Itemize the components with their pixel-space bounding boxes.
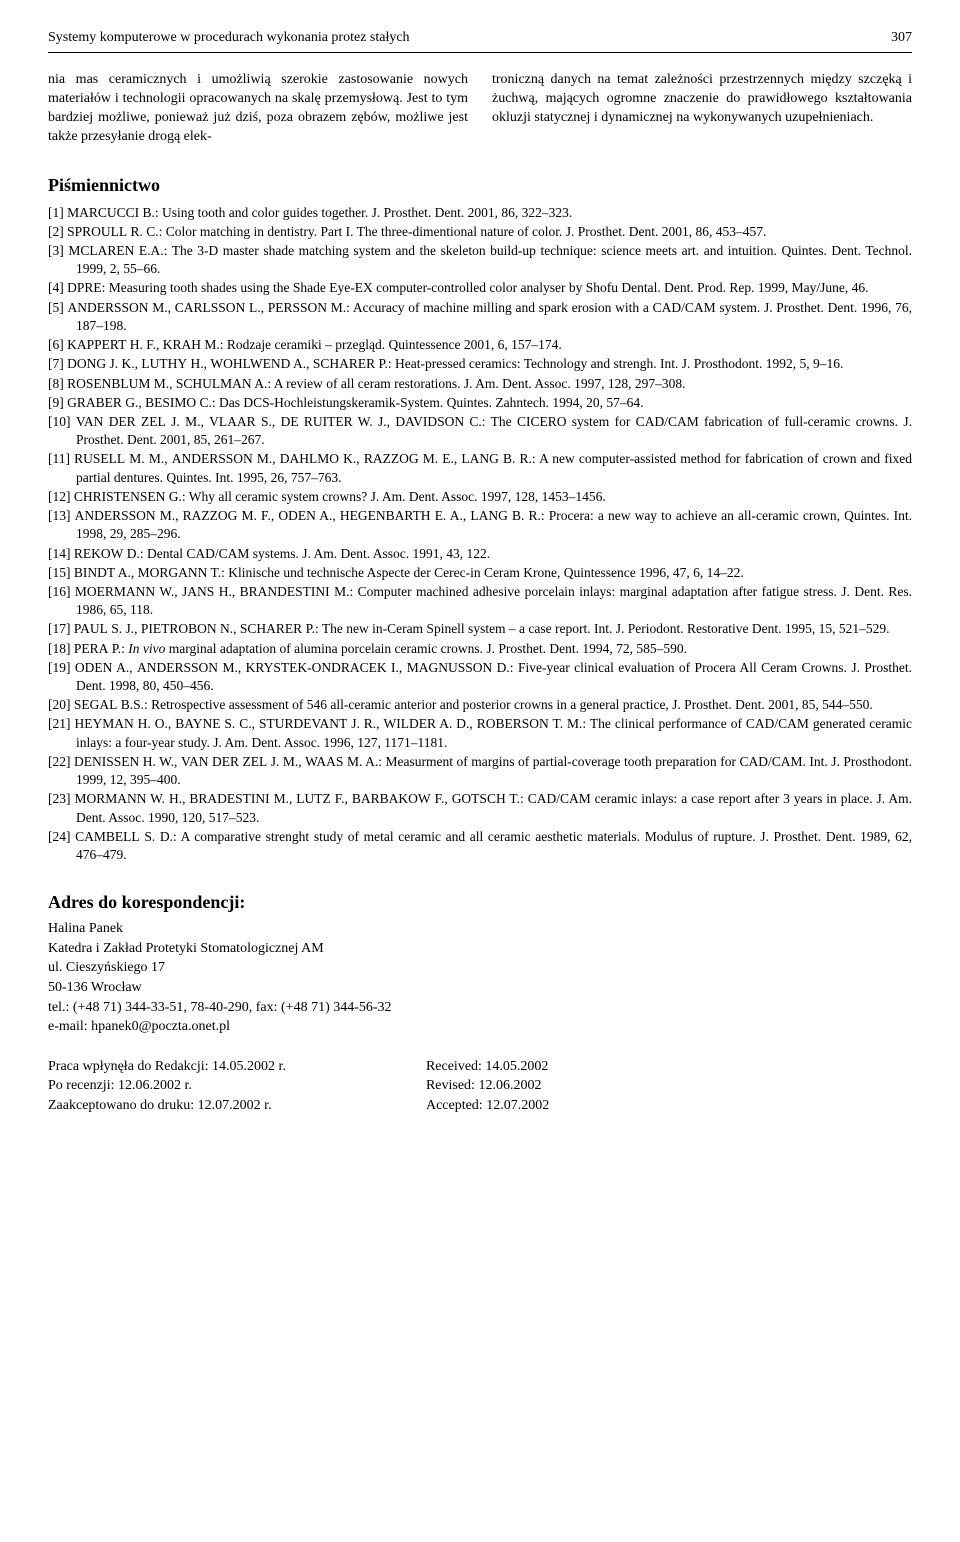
address-heading: Adres do korespondencji: [48,892,912,913]
reference-item: [21] HEYMAN H. O., BAYNE S. C., STURDEVA… [48,715,912,751]
reference-item: [4] DPRE: Measuring tooth shades using t… [48,279,912,297]
reference-item: [18] PERA P.: In vivo marginal adaptatio… [48,640,912,658]
references-heading: Piśmiennictwo [48,175,912,196]
date-received-en: Received: 14.05.2002 [426,1057,549,1077]
running-header: Systemy komputerowe w procedurach wykona… [48,30,912,46]
body-left-col: nia mas ceramicznych i umożliwią szeroki… [48,71,468,147]
reference-item: [5] ANDERSSON M., CARLSSON L., PERSSON M… [48,299,912,335]
header-title: Systemy komputerowe w procedurach wykona… [48,30,410,46]
date-revised-en: Revised: 12.06.2002 [426,1076,549,1096]
reference-item: [9] GRABER G., BESIMO C.: Das DCS-Hochle… [48,394,912,412]
date-accepted-pl: Zaakceptowano do druku: 12.07.2002 r. [48,1096,286,1116]
reference-item: [12] CHRISTENSEN G.: Why all ceramic sys… [48,488,912,506]
body-columns: nia mas ceramicznych i umożliwią szeroki… [48,71,912,147]
reference-item: [8] ROSENBLUM M., SCHULMAN A.: A review … [48,375,912,393]
reference-item: [11] RUSELL M. M., ANDERSSON M., DAHLMO … [48,450,912,486]
reference-item: [15] BINDT A., MORGANN T.: Klinische und… [48,564,912,582]
reference-item: [10] VAN DER ZEL J. M., VLAAR S., DE RUI… [48,413,912,449]
date-revised-pl: Po recenzji: 12.06.2002 r. [48,1076,286,1096]
reference-item: [6] KAPPERT H. F., KRAH M.: Rodzaje cera… [48,336,912,354]
reference-item: [24] CAMBELL S. D.: A comparative streng… [48,828,912,864]
reference-item: [3] MCLAREN E.A.: The 3-D master shade m… [48,242,912,278]
date-received-pl: Praca wpłynęła do Redakcji: 14.05.2002 r… [48,1057,286,1077]
reference-item: [16] MOERMANN W., JANS H., BRANDESTINI M… [48,583,912,619]
address-city: 50-136 Wrocław [48,978,912,998]
header-rule [48,52,912,53]
address-street: ul. Cieszyńskiego 17 [48,958,912,978]
reference-item: [19] ODEN A., ANDERSSON M., KRYSTEK-ONDR… [48,659,912,695]
address-block: Halina Panek Katedra i Zakład Protetyki … [48,919,912,1037]
submission-dates: Praca wpłynęła do Redakcji: 14.05.2002 r… [48,1057,912,1116]
reference-item: [7] DONG J. K., LUTHY H., WOHLWEND A., S… [48,355,912,373]
dates-pl: Praca wpłynęła do Redakcji: 14.05.2002 r… [48,1057,286,1116]
reference-item: [1] MARCUCCI B.: Using tooth and color g… [48,204,912,222]
body-right-col: troniczną danych na temat zależności prz… [492,71,912,147]
reference-item: [23] MORMANN W. H., BRADESTINI M., LUTZ … [48,790,912,826]
address-email: e-mail: hpanek0@poczta.onet.pl [48,1017,912,1037]
reference-item: [2] SPROULL R. C.: Color matching in den… [48,223,912,241]
reference-item: [13] ANDERSSON M., RAZZOG M. F., ODEN A.… [48,507,912,543]
reference-item: [20] SEGAL B.S.: Retrospective assessmen… [48,696,912,714]
dates-en: Received: 14.05.2002 Revised: 12.06.2002… [426,1057,549,1116]
reference-item: [14] REKOW D.: Dental CAD/CAM systems. J… [48,545,912,563]
reference-item: [17] PAUL S. J., PIETROBON N., SCHARER P… [48,620,912,638]
reference-item: [22] DENISSEN H. W., VAN DER ZEL J. M., … [48,753,912,789]
date-accepted-en: Accepted: 12.07.2002 [426,1096,549,1116]
references-list: [1] MARCUCCI B.: Using tooth and color g… [48,204,912,865]
address-dept: Katedra i Zakład Protetyki Stomatologicz… [48,939,912,959]
address-name: Halina Panek [48,919,912,939]
address-tel: tel.: (+48 71) 344-33-51, 78-40-290, fax… [48,998,912,1018]
page-number: 307 [891,30,912,46]
